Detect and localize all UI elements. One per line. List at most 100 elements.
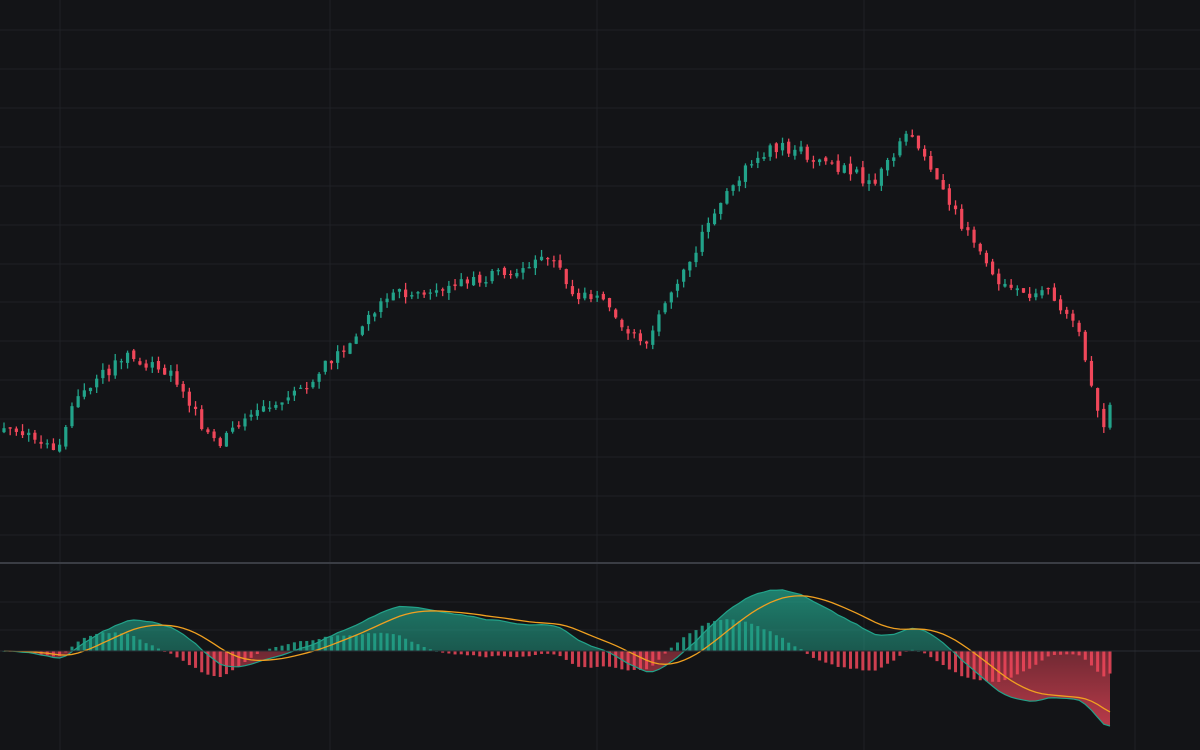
histogram-bar: [465, 651, 469, 656]
candle-body: [175, 371, 179, 385]
candle: [620, 318, 624, 331]
histogram-bar: [589, 651, 593, 668]
histogram-bar: [1034, 651, 1038, 665]
candle-body: [465, 279, 470, 284]
histogram-bar: [422, 647, 426, 651]
candle: [125, 350, 130, 369]
candle: [1003, 279, 1007, 288]
histogram-bar: [781, 637, 785, 651]
candle: [805, 144, 809, 163]
candle-body: [1096, 388, 1100, 411]
histogram-bar: [397, 635, 401, 651]
histogram-bar: [675, 642, 679, 651]
histogram-bar: [1071, 651, 1075, 655]
candle-body: [119, 361, 123, 363]
candle: [712, 208, 717, 226]
histogram-bar: [82, 637, 86, 651]
candle-body: [397, 289, 402, 292]
candle-body: [539, 256, 544, 261]
candle: [787, 138, 791, 157]
histogram-bar: [756, 626, 760, 651]
candle: [8, 427, 12, 436]
histogram-bar: [725, 619, 729, 651]
candle: [132, 348, 136, 362]
candle-body: [27, 432, 31, 436]
candle-body: [453, 284, 457, 287]
candle-body: [329, 360, 334, 364]
histogram-bar: [521, 651, 525, 657]
candle: [354, 333, 358, 345]
candle: [447, 280, 451, 300]
histogram-bar: [249, 651, 253, 658]
candle-body: [502, 267, 507, 276]
candle-body: [991, 261, 995, 275]
candle: [855, 166, 859, 174]
histogram-bar: [750, 623, 754, 651]
histogram-bar: [138, 639, 142, 651]
candle-body: [570, 286, 575, 295]
histogram-bar: [286, 644, 290, 651]
candle-body: [824, 157, 828, 162]
candle: [107, 364, 111, 382]
candle-body: [379, 301, 383, 313]
candle-body: [706, 222, 710, 232]
candlestick-series: [2, 129, 1112, 453]
candle: [978, 242, 982, 255]
candle-body: [385, 298, 389, 303]
histogram-bar: [836, 651, 840, 667]
candle: [231, 421, 235, 434]
candle-body: [490, 270, 494, 282]
histogram-bar: [898, 651, 902, 656]
candle: [175, 364, 179, 388]
histogram-bar: [255, 651, 259, 655]
candle-body: [836, 160, 840, 172]
histogram-bar: [978, 651, 982, 681]
candle-body: [156, 360, 161, 370]
candle: [688, 261, 692, 277]
candle-body: [614, 309, 618, 318]
histogram-bar: [583, 651, 587, 668]
histogram-bar: [1083, 651, 1087, 660]
candle: [348, 342, 352, 355]
candle: [817, 158, 822, 166]
candle-body: [737, 180, 741, 186]
candle: [169, 365, 173, 382]
candle-body: [762, 156, 766, 159]
candle-body: [855, 169, 859, 173]
histogram-bar: [187, 651, 191, 666]
candle: [200, 405, 204, 431]
candle: [793, 145, 797, 160]
histogram-bar: [527, 651, 531, 657]
candle-body: [1009, 284, 1013, 288]
candle-body: [620, 319, 624, 328]
histogram-bar: [533, 651, 537, 655]
candle: [138, 357, 142, 366]
histogram-bar: [224, 651, 228, 675]
candle: [651, 325, 655, 350]
candle: [1071, 309, 1075, 328]
candle: [885, 157, 890, 176]
macd-indicator: [0, 589, 1200, 727]
histogram-bar: [292, 642, 296, 651]
histogram-bar: [1108, 651, 1112, 674]
histogram-bar: [490, 651, 494, 657]
candle: [471, 271, 476, 286]
candle-body: [644, 341, 649, 344]
candle: [305, 381, 309, 394]
candle: [552, 255, 556, 268]
candle: [644, 340, 649, 349]
histogram-bar: [669, 647, 673, 651]
candle-body: [132, 350, 136, 359]
candle-body: [95, 378, 99, 388]
histogram-bar: [886, 651, 890, 664]
candle-body: [626, 329, 630, 334]
candle: [1065, 306, 1069, 319]
histogram-bar: [509, 651, 513, 657]
candle-body: [1015, 288, 1019, 291]
candle: [1015, 285, 1019, 296]
histogram-bar: [743, 621, 747, 651]
candle: [583, 287, 587, 301]
